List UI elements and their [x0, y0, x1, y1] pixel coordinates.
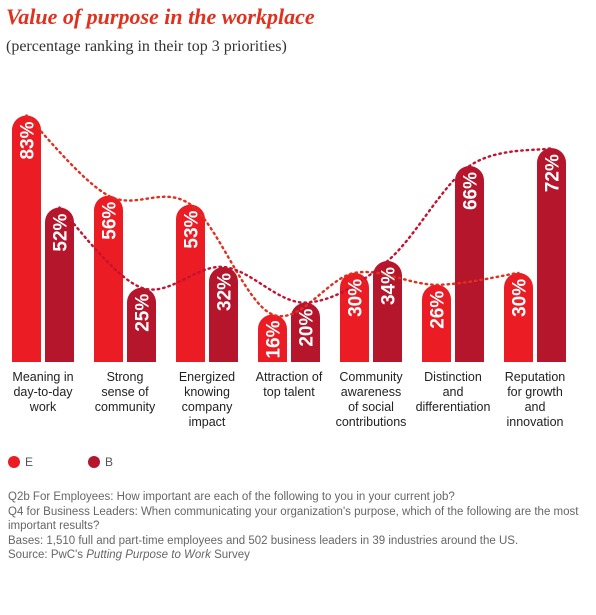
legend-e-swatch	[8, 456, 20, 468]
category-label-line: innovation	[507, 415, 564, 429]
category-label-line: day-to-day	[13, 385, 73, 399]
bar-e-2	[176, 204, 205, 362]
legend-item-e: E	[8, 455, 33, 469]
category-label-2: Energized knowing company impact	[179, 370, 235, 429]
footnote-source: Source: PwC's Putting Purpose to Work Su…	[8, 548, 588, 563]
data-label-e-6: 30%	[510, 279, 531, 317]
source-title: Putting Purpose to Work	[86, 549, 211, 561]
trendline-b	[58, 146, 553, 304]
legend-item-b: B	[88, 455, 113, 469]
category-label-line: Strong	[107, 370, 144, 384]
data-label-e-1: 56%	[100, 202, 121, 240]
data-label-e-0: 83%	[18, 121, 39, 159]
category-label-line: awareness	[341, 385, 401, 399]
category-label-line: Distinction	[424, 370, 482, 384]
category-label-6: Reputation for growth and innovation	[505, 370, 566, 429]
category-label-line: contributions	[336, 415, 407, 429]
category-label-line: and	[443, 385, 464, 399]
footnote-bases: Bases: 1,510 full and part-time employee…	[8, 534, 519, 547]
data-label-e-2: 53%	[182, 210, 203, 248]
bar-e-3	[258, 314, 287, 362]
footnote: Q2b For Employees: How important are eac…	[8, 490, 588, 563]
category-label-4: Community awareness of social contributions	[336, 370, 407, 429]
legend-b-label: B	[105, 455, 114, 469]
source-suffix: Survey	[210, 549, 250, 561]
bar-chart: 83% 52% Meaning in day-to-day work 56% 25% Stro…	[12, 114, 566, 429]
legend-b-swatch	[88, 456, 100, 468]
category-label-line: sense of	[101, 385, 149, 399]
category-label-line: of social	[348, 400, 394, 414]
bar-e-4	[340, 272, 369, 362]
data-label-b-4: 34%	[379, 267, 400, 305]
category-label-0: Meaning in day-to-day work	[12, 370, 73, 414]
category-label-line: community	[95, 400, 156, 414]
data-label-b-0: 52%	[51, 213, 72, 251]
trendline-e	[25, 114, 520, 318]
category-label-line: company	[182, 400, 233, 414]
category-label-1: Strong sense of community	[95, 370, 156, 414]
chart-subtitle: (percentage ranking in their top 3 prior…	[6, 38, 287, 55]
data-label-e-4: 30%	[346, 279, 367, 317]
data-label-b-6: 72%	[543, 154, 564, 192]
data-label-b-1: 25%	[133, 294, 154, 332]
category-label-line: for growth	[507, 385, 563, 399]
category-label-line: Meaning in	[12, 370, 73, 384]
category-label-line: Community	[339, 370, 403, 384]
category-label-line: and	[525, 400, 546, 414]
category-label-line: impact	[189, 415, 226, 429]
data-label-b-2: 32%	[215, 273, 236, 311]
category-label-3: Attraction of top talent	[256, 370, 323, 399]
category-label-line: work	[29, 400, 57, 414]
bar-e-6	[504, 272, 533, 362]
legend-e-label: E	[25, 455, 34, 469]
bar-b-4	[373, 261, 402, 362]
bar-e-1	[94, 195, 123, 362]
category-label-line: Attraction of	[256, 370, 323, 384]
bar-b-5	[455, 165, 484, 362]
bar-b-0	[45, 207, 74, 362]
bar-b-6	[537, 148, 566, 362]
bar-b-3	[291, 302, 320, 362]
data-label-b-5: 66%	[461, 172, 482, 210]
source-prefix: Source: PwC's	[8, 549, 87, 561]
data-label-e-3: 16%	[264, 320, 285, 358]
footnote-q4: Q4 for Business Leaders: When communicat…	[8, 505, 579, 533]
footnote-q2b: Q2b For Employees: How important are eac…	[8, 491, 455, 503]
bar-e-0	[12, 115, 41, 363]
chart-title: Value of purpose in the workplace	[6, 4, 315, 29]
category-label-line: Reputation	[505, 370, 566, 384]
bar-b-2	[209, 266, 238, 362]
category-label-line: differentiation	[416, 400, 491, 414]
bar-b-1	[127, 287, 156, 362]
bar-e-5	[422, 284, 451, 362]
data-label-e-5: 26%	[428, 291, 449, 329]
data-label-b-3: 20%	[297, 308, 318, 346]
category-label-line: top talent	[263, 385, 315, 399]
category-label-5: Distinction and differentiation	[416, 370, 491, 414]
category-label-line: knowing	[184, 385, 230, 399]
category-label-line: Energized	[179, 370, 235, 384]
